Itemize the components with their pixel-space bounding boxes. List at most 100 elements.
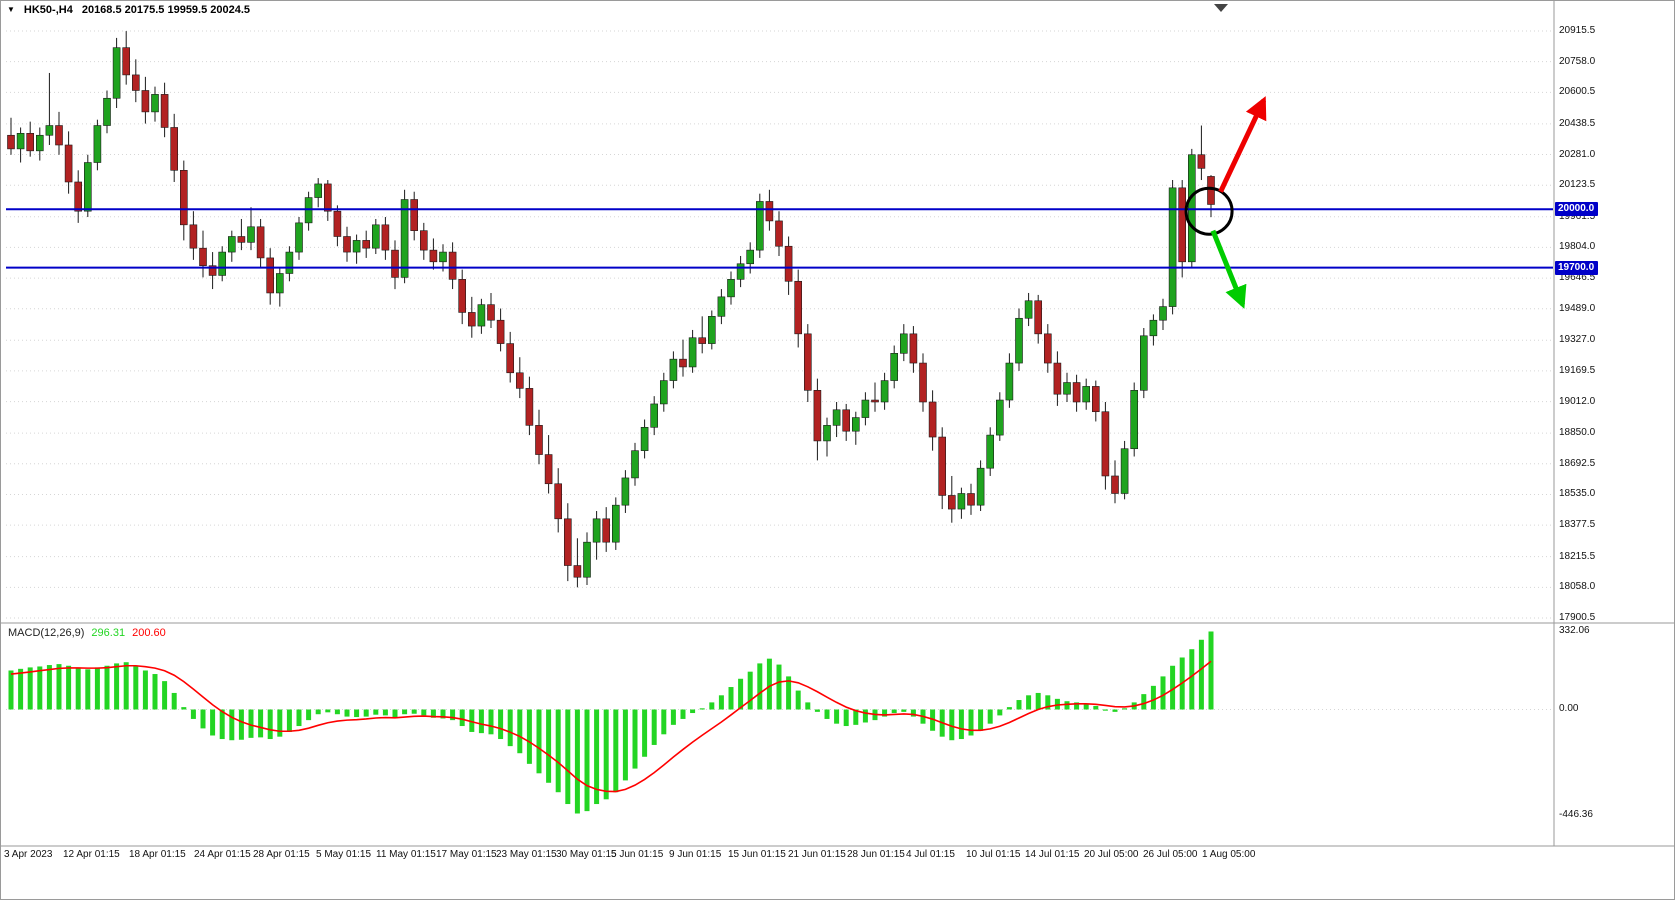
bull-candle bbox=[823, 425, 831, 442]
bear-candle bbox=[208, 265, 217, 276]
macd-histogram-bar bbox=[968, 709, 974, 736]
macd-histogram-bar bbox=[574, 709, 580, 814]
circle-annotation[interactable] bbox=[1184, 186, 1234, 236]
bull-candle bbox=[592, 518, 601, 543]
macd-histogram-bar bbox=[891, 709, 897, 714]
bear-candle bbox=[775, 220, 783, 247]
bull-candle bbox=[35, 134, 44, 152]
bear-candle bbox=[563, 518, 572, 566]
bull-candle bbox=[611, 504, 620, 543]
macd-histogram-bar bbox=[85, 669, 91, 710]
macd-histogram-bar bbox=[325, 709, 331, 713]
macd-histogram-bar bbox=[1198, 639, 1204, 710]
bull-candle bbox=[688, 337, 697, 368]
bull-candle bbox=[755, 201, 764, 251]
macd-histogram-bar bbox=[1170, 665, 1176, 710]
bear-candle bbox=[525, 388, 534, 426]
macd-histogram-bar bbox=[1189, 649, 1195, 710]
macd-histogram-bar bbox=[517, 709, 523, 754]
bull-candle bbox=[1024, 300, 1033, 319]
macd-histogram-bar bbox=[670, 709, 676, 725]
macd-histogram-bar bbox=[949, 709, 955, 741]
macd-histogram-bar bbox=[987, 709, 993, 724]
bull-candle bbox=[957, 493, 966, 510]
bear-candle bbox=[1178, 187, 1186, 263]
macd-histogram-bar bbox=[142, 670, 148, 710]
macd-histogram-bar bbox=[411, 709, 417, 714]
bear-candle bbox=[947, 495, 956, 510]
bull-candle bbox=[371, 224, 380, 249]
macd-histogram-bar bbox=[862, 709, 868, 723]
bull-candle bbox=[218, 251, 226, 276]
bear-candle bbox=[784, 245, 793, 282]
bear-candle bbox=[141, 90, 150, 113]
macd-histogram-bar bbox=[104, 665, 110, 710]
macd-histogram-bar bbox=[373, 709, 379, 715]
macd-histogram-bar bbox=[546, 709, 552, 783]
macd-histogram-bar bbox=[478, 709, 484, 734]
bear-candle bbox=[1101, 411, 1110, 477]
ohlc-values: 20168.5 20175.5 19959.5 20024.5 bbox=[81, 4, 251, 16]
bear-candle bbox=[909, 333, 918, 364]
macd-histogram-bar bbox=[469, 709, 475, 732]
macd-histogram-bar bbox=[738, 678, 744, 710]
macd-histogram-bar bbox=[152, 674, 158, 710]
macd-histogram-bar bbox=[690, 709, 696, 714]
macd-histogram-bar bbox=[162, 681, 168, 710]
macd-histogram-bar bbox=[334, 709, 340, 715]
up-arrow-annotation[interactable] bbox=[1218, 96, 1267, 193]
macd-histogram-bar bbox=[200, 709, 206, 729]
bull-candle bbox=[717, 296, 726, 317]
macd-histogram-bar bbox=[978, 709, 984, 731]
one-click-trading-toggle-icon[interactable]: ▼ bbox=[7, 5, 15, 14]
bear-candle bbox=[1072, 382, 1081, 403]
macd-histogram-bar bbox=[1102, 709, 1108, 711]
bull-candle bbox=[631, 450, 639, 479]
macd-histogram-bar bbox=[1074, 702, 1080, 710]
bull-candle bbox=[1140, 335, 1148, 391]
chart-shift-marker-icon[interactable] bbox=[1214, 4, 1228, 12]
macd-histogram-bar bbox=[450, 709, 456, 721]
macd-histogram-bar bbox=[286, 709, 292, 732]
bull-candle bbox=[861, 399, 870, 418]
bull-candle bbox=[247, 226, 255, 243]
bull-candle bbox=[1168, 187, 1177, 307]
macd-histogram-bar bbox=[824, 709, 830, 719]
macd-histogram-bar bbox=[1112, 709, 1118, 712]
bear-candle bbox=[266, 257, 275, 294]
bull-candle bbox=[1063, 382, 1071, 395]
macd-histogram-bar bbox=[133, 665, 139, 710]
bull-candle bbox=[1130, 390, 1138, 450]
bull-candle bbox=[1015, 317, 1023, 364]
bear-candle bbox=[515, 372, 524, 389]
bull-candle bbox=[669, 358, 678, 381]
macd-histogram-bar bbox=[229, 709, 235, 741]
bear-candle bbox=[429, 249, 438, 263]
bull-candle bbox=[439, 251, 447, 263]
macd-histogram-bar bbox=[814, 709, 820, 712]
bear-candle bbox=[602, 518, 611, 543]
bull-candle bbox=[352, 240, 361, 253]
bear-candle bbox=[496, 319, 505, 344]
macd-histogram-bar bbox=[459, 709, 465, 727]
macd-histogram-bar bbox=[507, 709, 513, 747]
bear-candle bbox=[132, 74, 140, 91]
bear-candle bbox=[842, 409, 851, 432]
bull-candle bbox=[650, 403, 659, 428]
bear-candle bbox=[333, 210, 342, 237]
bear-candle bbox=[180, 170, 188, 226]
macd-histogram-bar bbox=[1150, 685, 1156, 710]
macd-histogram-bar bbox=[642, 709, 648, 757]
down-arrow-annotation[interactable] bbox=[1210, 229, 1247, 309]
bull-candle bbox=[880, 380, 889, 403]
bull-candle bbox=[621, 477, 630, 506]
bull-candle bbox=[314, 183, 323, 198]
macd-histogram-bar bbox=[37, 666, 43, 710]
macd-histogram-bar bbox=[392, 709, 398, 719]
macd-histogram-bar bbox=[1045, 695, 1051, 710]
macd-histogram-bar bbox=[930, 709, 936, 731]
bear-candle bbox=[1197, 154, 1206, 169]
symbol-period-label: HK50-,H4 bbox=[23, 4, 73, 16]
bear-candle bbox=[698, 337, 707, 344]
